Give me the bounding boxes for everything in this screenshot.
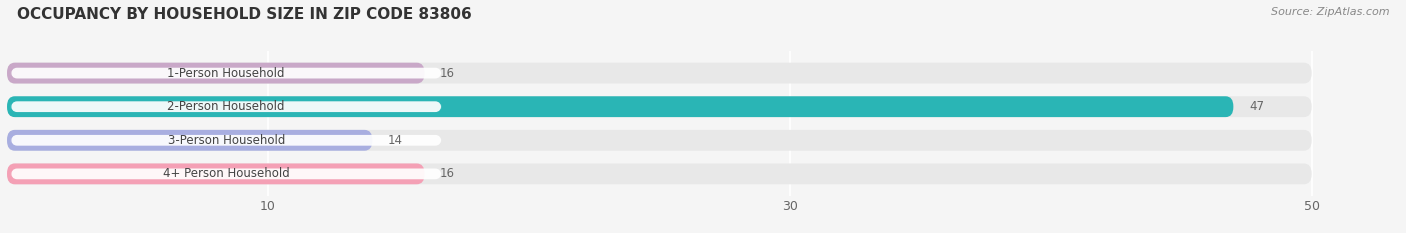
Text: 3-Person Household: 3-Person Household — [167, 134, 285, 147]
FancyBboxPatch shape — [7, 96, 1312, 117]
Text: 4+ Person Household: 4+ Person Household — [163, 167, 290, 180]
FancyBboxPatch shape — [7, 130, 1312, 151]
FancyBboxPatch shape — [7, 130, 373, 151]
FancyBboxPatch shape — [11, 101, 441, 112]
Text: 2-Person Household: 2-Person Household — [167, 100, 285, 113]
FancyBboxPatch shape — [11, 68, 441, 79]
Text: Source: ZipAtlas.com: Source: ZipAtlas.com — [1271, 7, 1389, 17]
Text: OCCUPANCY BY HOUSEHOLD SIZE IN ZIP CODE 83806: OCCUPANCY BY HOUSEHOLD SIZE IN ZIP CODE … — [17, 7, 471, 22]
Text: 14: 14 — [388, 134, 404, 147]
FancyBboxPatch shape — [7, 63, 1312, 83]
Text: 47: 47 — [1249, 100, 1264, 113]
FancyBboxPatch shape — [11, 135, 441, 146]
FancyBboxPatch shape — [11, 168, 441, 179]
Text: 1-Person Household: 1-Person Household — [167, 67, 285, 80]
Text: 16: 16 — [440, 167, 456, 180]
Text: 16: 16 — [440, 67, 456, 80]
FancyBboxPatch shape — [7, 164, 425, 184]
FancyBboxPatch shape — [7, 164, 1312, 184]
FancyBboxPatch shape — [7, 63, 425, 83]
FancyBboxPatch shape — [7, 96, 1233, 117]
